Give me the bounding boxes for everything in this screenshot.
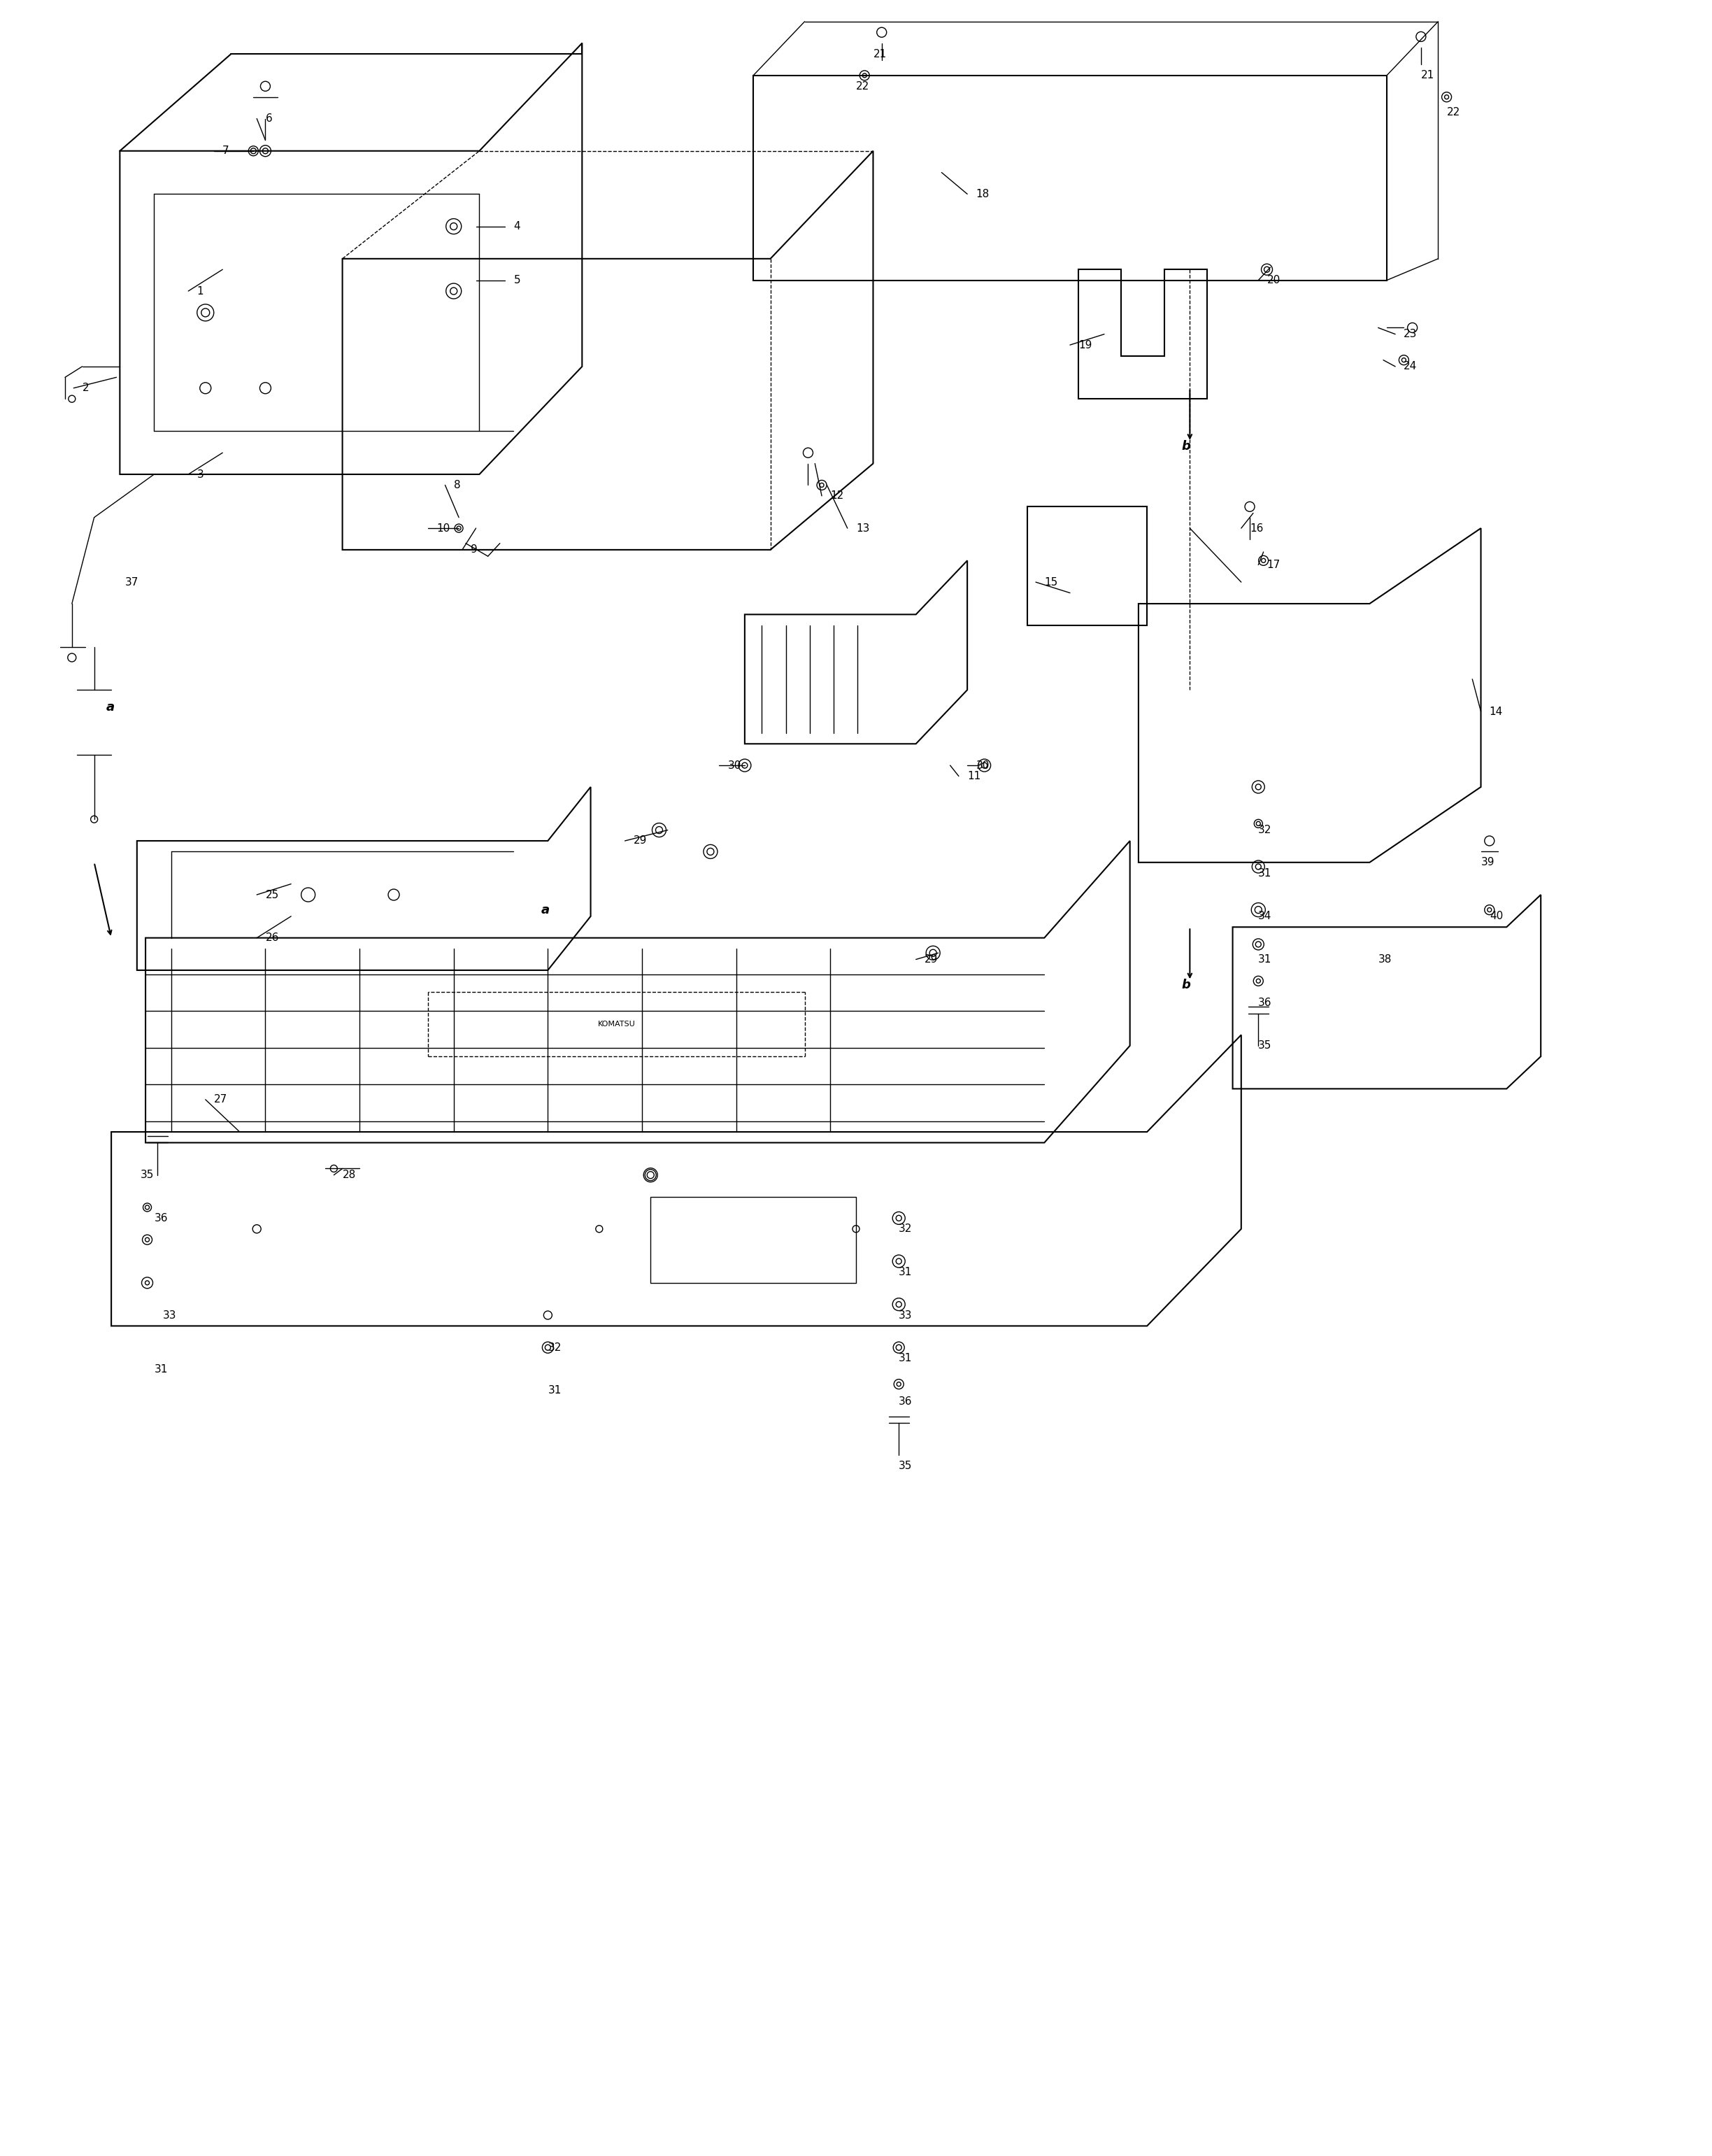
Text: 1: 1 — [197, 287, 204, 295]
Text: a: a — [106, 701, 115, 714]
Text: 31: 31 — [899, 1354, 912, 1363]
Text: 20: 20 — [1267, 276, 1281, 285]
Text: 12: 12 — [830, 492, 844, 500]
Bar — [753, 75, 1387, 280]
Text: 11: 11 — [967, 772, 981, 780]
Text: 32: 32 — [548, 1343, 562, 1352]
Text: 30: 30 — [728, 761, 741, 770]
Text: 38: 38 — [1378, 955, 1392, 964]
Text: 29: 29 — [924, 955, 938, 964]
Text: 36: 36 — [154, 1214, 168, 1222]
Text: 25: 25 — [265, 890, 279, 899]
Text: 35: 35 — [1258, 1041, 1272, 1050]
Text: 9: 9 — [471, 545, 478, 554]
Text: 31: 31 — [1258, 955, 1272, 964]
Text: 4: 4 — [514, 222, 520, 231]
Bar — [651, 1197, 856, 1283]
Text: 31: 31 — [548, 1386, 562, 1395]
Text: a: a — [541, 903, 550, 916]
Text: b: b — [1181, 979, 1190, 992]
Text: 21: 21 — [873, 50, 887, 58]
Text: 36: 36 — [1258, 998, 1272, 1007]
Text: 31: 31 — [1258, 869, 1272, 877]
Text: 5: 5 — [514, 276, 520, 285]
Text: 14: 14 — [1489, 707, 1503, 716]
Text: 2: 2 — [82, 384, 89, 392]
Text: 33: 33 — [899, 1311, 912, 1319]
Bar — [1027, 507, 1147, 625]
Text: 35: 35 — [140, 1171, 154, 1179]
Text: 32: 32 — [899, 1225, 912, 1233]
Text: 34: 34 — [1258, 912, 1272, 921]
Text: 24: 24 — [1404, 362, 1418, 371]
Text: 37: 37 — [125, 578, 139, 586]
Text: 39: 39 — [1481, 858, 1495, 867]
Text: KOMATSU: KOMATSU — [597, 1020, 635, 1028]
Text: 6: 6 — [265, 114, 272, 123]
Text: 8: 8 — [454, 481, 461, 489]
Text: 31: 31 — [154, 1365, 168, 1373]
Text: 7: 7 — [223, 147, 229, 155]
Text: 36: 36 — [899, 1397, 912, 1406]
Text: 23: 23 — [1404, 330, 1418, 338]
Text: 33: 33 — [163, 1311, 176, 1319]
Text: 3: 3 — [197, 470, 204, 479]
Text: 15: 15 — [1044, 578, 1058, 586]
Text: 21: 21 — [1421, 71, 1435, 80]
Text: 31: 31 — [899, 1268, 912, 1276]
Text: 17: 17 — [1267, 561, 1281, 569]
Text: 22: 22 — [856, 82, 870, 91]
Text: 16: 16 — [1250, 524, 1263, 533]
Text: 13: 13 — [856, 524, 870, 533]
Text: 27: 27 — [214, 1095, 228, 1104]
Text: 29: 29 — [633, 837, 647, 845]
Text: 30: 30 — [976, 761, 990, 770]
Text: 40: 40 — [1489, 912, 1503, 921]
Text: 32: 32 — [1258, 826, 1272, 834]
Text: 10: 10 — [437, 524, 450, 533]
Text: 26: 26 — [265, 934, 279, 942]
Text: 28: 28 — [342, 1171, 356, 1179]
Text: 35: 35 — [899, 1462, 912, 1470]
Text: 22: 22 — [1447, 108, 1460, 116]
Text: 18: 18 — [976, 190, 990, 198]
Text: 19: 19 — [1079, 341, 1092, 349]
Text: b: b — [1181, 440, 1190, 453]
